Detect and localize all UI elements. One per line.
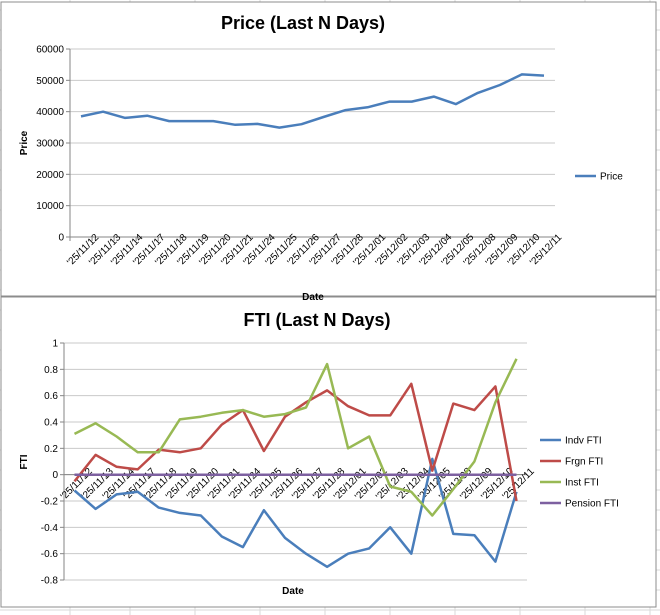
price-y-tick-label: 50000 [36, 76, 64, 87]
fti-y-tick-label: -0.2 [41, 497, 59, 508]
fti-y-tick-label: 0.4 [44, 418, 58, 429]
legend-label: Pension FTI [565, 499, 619, 510]
legend-label: Indv FTI [565, 436, 602, 447]
fti-y-axis-label: FTI [19, 454, 30, 469]
price-x-axis-label: Date [302, 292, 324, 303]
fti-y-tick-label: 0.6 [44, 391, 58, 402]
price-y-tick-label: 10000 [36, 201, 64, 212]
price-y-axis-label: Price [19, 130, 30, 155]
price-y-tick-label: 0 [58, 233, 64, 244]
legend-label: Frgn FTI [565, 457, 603, 468]
price-y-tick-label: 40000 [36, 107, 64, 118]
fti-x-axis-label: Date [282, 586, 304, 597]
legend-label: Price [600, 172, 623, 183]
fti-series-indv-fti[interactable] [73, 457, 518, 569]
fti-y-tick-label: -0.6 [41, 549, 59, 560]
fti-y-tick-label: 0.8 [44, 365, 58, 376]
fti-y-tick-label: -0.8 [41, 576, 59, 587]
price-y-tick-label: 20000 [36, 170, 64, 181]
legend-label: Inst FTI [565, 478, 599, 489]
fti-chart-frame[interactable] [0, 296, 657, 608]
fti-y-tick-label: -0.4 [41, 523, 59, 534]
price-y-tick-label: 60000 [36, 45, 64, 56]
fti-series-inst-fti[interactable] [73, 358, 518, 517]
price-series-price[interactable] [80, 73, 545, 129]
price-y-tick-label: 30000 [36, 139, 64, 150]
fti-chart-title: FTI (Last N Days) [243, 310, 390, 330]
price-chart-frame[interactable] [0, 1, 657, 297]
fti-y-tick-label: 1 [52, 339, 58, 350]
fti-y-tick-label: 0 [52, 470, 58, 481]
fti-y-tick-label: 0.2 [44, 444, 58, 455]
price-chart-title: Price (Last N Days) [221, 13, 385, 33]
